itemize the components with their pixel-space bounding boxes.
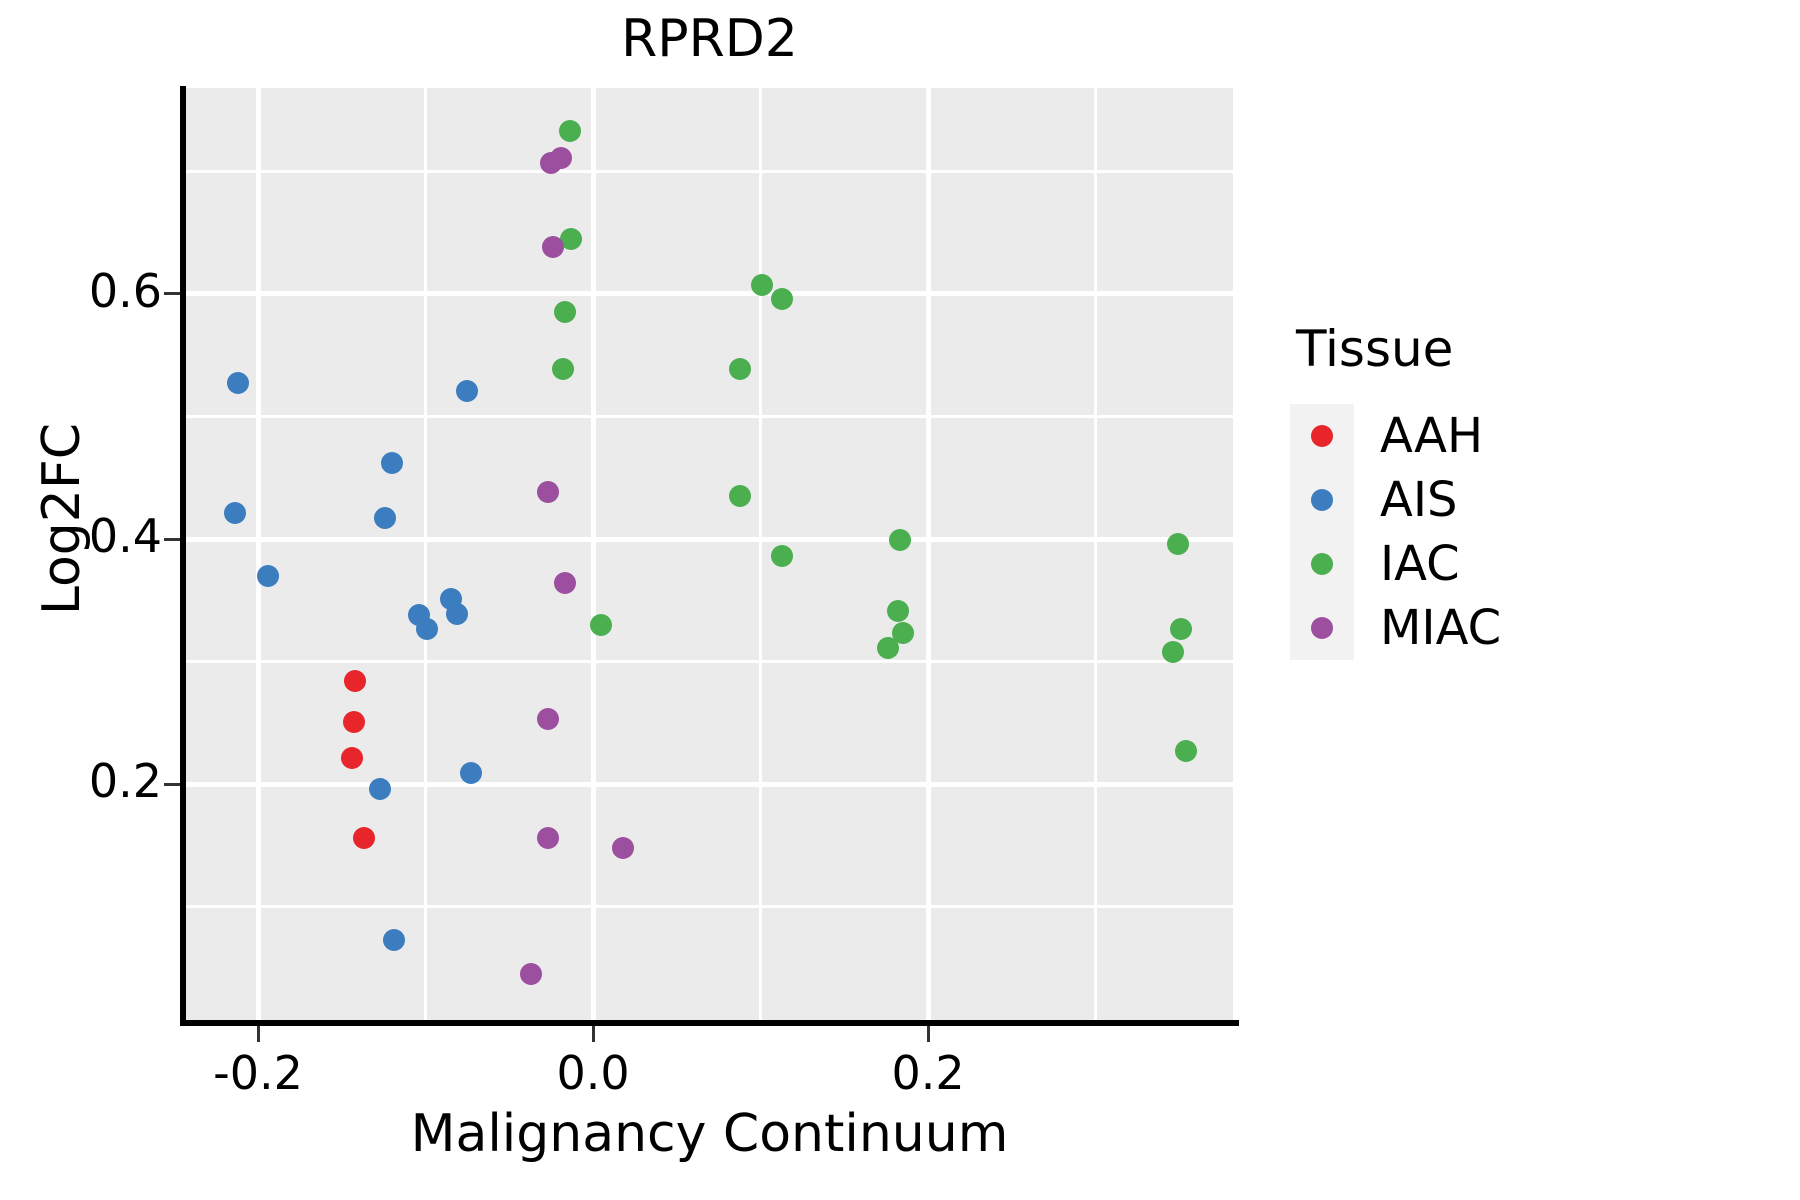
legend-key-swatch xyxy=(1290,468,1354,532)
y-axis-tick-label: 0.2 xyxy=(88,754,162,809)
y-axis-tick xyxy=(164,537,180,541)
y-axis-tick-label: 0.6 xyxy=(88,263,162,318)
data-point-ais xyxy=(382,928,405,951)
data-point-miac xyxy=(536,481,559,504)
gridline-horizontal-minor xyxy=(186,169,1233,173)
gridline-horizontal-minor xyxy=(186,414,1233,418)
gridline-horizontal-minor xyxy=(186,905,1233,909)
data-point-miac xyxy=(536,827,559,850)
legend-dot-icon xyxy=(1311,553,1333,575)
data-point-iac xyxy=(729,485,752,508)
data-point-iac xyxy=(551,357,574,380)
data-point-ais xyxy=(446,602,469,625)
x-axis-tick-label: 0.2 xyxy=(891,1046,965,1100)
data-point-ais xyxy=(223,502,246,525)
data-point-miac xyxy=(541,236,564,259)
gridline-horizontal-major xyxy=(186,291,1233,297)
legend-item-label: IAC xyxy=(1380,536,1460,592)
legend-item-aah[interactable]: AAH xyxy=(1290,404,1760,468)
data-point-ais xyxy=(416,617,439,640)
legend-item-label: AIS xyxy=(1380,472,1458,528)
data-point-iac xyxy=(771,287,794,310)
legend-dot-icon xyxy=(1311,617,1333,639)
y-axis-tick-label: 0.4 xyxy=(88,509,162,564)
x-axis-line xyxy=(180,1020,1239,1026)
data-point-ais xyxy=(369,778,392,801)
y-axis-line xyxy=(180,86,186,1026)
data-point-miac xyxy=(553,572,576,595)
data-point-ais xyxy=(459,762,482,785)
data-point-iac xyxy=(560,227,583,250)
gridline-vertical-minor xyxy=(424,88,428,1022)
data-point-ais xyxy=(456,379,479,402)
data-point-miac xyxy=(550,146,573,169)
legend-item-miac[interactable]: MIAC xyxy=(1290,596,1760,660)
gridline-horizontal-major xyxy=(186,781,1233,787)
legend-item-label: MIAC xyxy=(1380,600,1502,656)
data-point-ais xyxy=(226,372,249,395)
data-point-iac xyxy=(553,301,576,324)
y-axis-label: Log2FC xyxy=(32,422,92,616)
y-axis-tick xyxy=(164,782,180,786)
x-axis-tick-label: 0.0 xyxy=(556,1046,630,1100)
legend: Tissue AAH AIS IAC MIAC xyxy=(1290,320,1760,660)
data-point-iac xyxy=(558,119,581,142)
gridline-vertical-major xyxy=(255,88,261,1022)
legend-key-swatch xyxy=(1290,532,1354,596)
data-point-aah xyxy=(340,747,363,770)
y-axis-tick xyxy=(164,292,180,296)
x-axis-tick xyxy=(591,1026,595,1042)
data-point-miac xyxy=(520,963,543,986)
data-point-iac xyxy=(888,529,911,552)
data-point-iac xyxy=(1166,532,1189,555)
data-point-ais xyxy=(374,507,397,530)
legend-key-swatch xyxy=(1290,404,1354,468)
gridline-vertical-major xyxy=(925,88,931,1022)
gridline-vertical-minor xyxy=(759,88,763,1022)
data-point-miac xyxy=(536,708,559,731)
data-point-iac xyxy=(1170,617,1193,640)
data-point-iac xyxy=(590,613,613,636)
data-point-aah xyxy=(342,710,365,733)
gridline-horizontal-minor xyxy=(186,660,1233,664)
data-point-aah xyxy=(352,827,375,850)
legend-key-swatch xyxy=(1290,596,1354,660)
gridline-vertical-major xyxy=(590,88,596,1022)
page-title: RPRD2 xyxy=(621,9,798,69)
data-point-iac xyxy=(751,274,774,297)
x-axis-label: Malignancy Continuum xyxy=(410,1104,1009,1164)
x-axis-tick xyxy=(926,1026,930,1042)
data-point-iac xyxy=(729,357,752,380)
data-point-iac xyxy=(771,545,794,568)
legend-title: Tissue xyxy=(1296,320,1454,378)
data-point-iac xyxy=(891,622,914,645)
x-axis-tick xyxy=(256,1026,260,1042)
data-point-ais xyxy=(381,452,404,475)
legend-dot-icon xyxy=(1311,489,1333,511)
data-point-iac xyxy=(876,637,899,660)
data-point-aah xyxy=(344,670,367,693)
x-axis-tick-label: -0.2 xyxy=(213,1046,303,1100)
data-point-miac xyxy=(612,836,635,859)
data-point-iac xyxy=(886,600,909,623)
data-point-iac xyxy=(1161,640,1184,663)
gridline-vertical-minor xyxy=(1094,88,1098,1022)
legend-items: AAH AIS IAC MIAC xyxy=(1290,404,1760,660)
gridline-horizontal-major xyxy=(186,536,1233,542)
legend-item-label: AAH xyxy=(1380,408,1484,464)
data-point-ais xyxy=(257,564,280,587)
legend-item-ais[interactable]: AIS xyxy=(1290,468,1760,532)
legend-dot-icon xyxy=(1311,425,1333,447)
data-point-iac xyxy=(1175,740,1198,763)
plot-panel xyxy=(186,88,1233,1022)
legend-item-iac[interactable]: IAC xyxy=(1290,532,1760,596)
